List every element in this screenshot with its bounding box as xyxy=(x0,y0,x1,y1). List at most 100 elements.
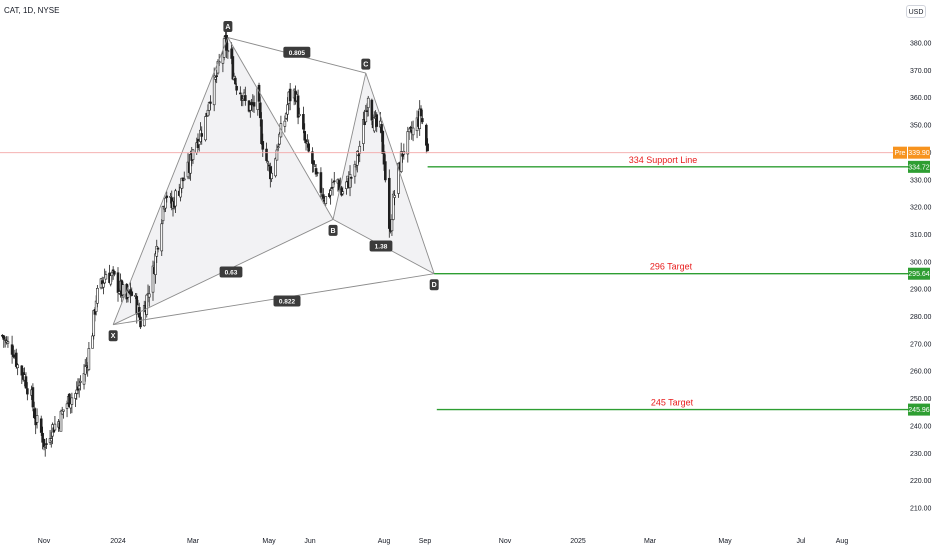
price-tag-box xyxy=(908,267,930,280)
candle-body xyxy=(206,109,210,117)
candle-body xyxy=(104,274,108,280)
candle-body xyxy=(267,164,271,167)
candle-body xyxy=(288,88,292,102)
candle-body xyxy=(83,365,87,375)
level-price-tag: 295.64 xyxy=(908,267,930,280)
current-price-tag-box xyxy=(908,146,930,159)
pattern-fill-xab xyxy=(113,37,334,325)
pattern-point-b: B xyxy=(328,224,338,236)
candle-body xyxy=(249,104,252,111)
x-tick-label: Sep xyxy=(419,538,432,545)
candle-body xyxy=(419,108,423,117)
x-tick-label: Jun xyxy=(304,538,315,545)
candle-body xyxy=(45,443,48,445)
y-tick-label: 330.00 xyxy=(910,177,932,184)
candle-body xyxy=(53,423,57,431)
level-price-tag: 334.72 xyxy=(908,160,930,173)
candle-body xyxy=(87,348,91,370)
x-tick-label: Nov xyxy=(499,538,512,545)
pattern-point-a: A xyxy=(223,21,233,33)
candle-body xyxy=(82,373,86,385)
candle-body xyxy=(322,194,325,199)
candle-body xyxy=(70,397,74,405)
candle-body xyxy=(244,95,247,101)
ratio-box xyxy=(283,46,311,58)
candle-body xyxy=(366,97,370,108)
ratio-box xyxy=(369,240,393,252)
candle-body xyxy=(275,149,279,161)
candle-body xyxy=(307,143,310,152)
candle-body xyxy=(393,195,396,198)
price-tag-box xyxy=(908,403,930,416)
candle-body xyxy=(349,176,353,179)
y-tick-label: 320.00 xyxy=(910,205,932,212)
level-label: 245 Target xyxy=(651,398,694,408)
ratio-box xyxy=(219,266,243,278)
candle-body xyxy=(258,102,262,119)
candle-body xyxy=(234,77,237,85)
pattern-fill-bcd xyxy=(333,73,435,274)
candle-body xyxy=(314,168,318,175)
candle-body xyxy=(231,56,235,80)
pattern-leg-cd xyxy=(365,72,435,274)
x-tick-label: Nov xyxy=(38,538,51,545)
candle-body xyxy=(425,124,428,146)
level-label: 296 Target xyxy=(650,262,693,272)
y-tick-label: 290.00 xyxy=(910,287,932,294)
candle-body xyxy=(375,114,379,127)
candle-body xyxy=(126,290,130,298)
candle-body xyxy=(235,85,238,91)
pattern-ratio: 0.805 xyxy=(283,46,311,58)
candle-body xyxy=(209,101,212,104)
candle-body xyxy=(43,445,47,448)
pattern-ratio: 1.38 xyxy=(369,240,393,252)
candle-body xyxy=(77,385,81,390)
candle-body xyxy=(302,114,305,130)
ratio-label: 1.38 xyxy=(375,244,388,251)
candle-body xyxy=(298,114,301,117)
candle-body xyxy=(204,116,207,141)
candle-body xyxy=(41,432,44,443)
candle-body xyxy=(145,294,149,315)
candle-body xyxy=(345,181,348,189)
candle-body xyxy=(411,127,415,136)
candle-body xyxy=(79,380,82,383)
price-tag-label: 245.96 xyxy=(908,407,930,414)
candle-body xyxy=(65,403,69,409)
pattern-point-c: C xyxy=(361,58,371,70)
pattern-point-label: D xyxy=(432,282,437,289)
candle-body xyxy=(14,352,18,367)
candle-body xyxy=(372,117,376,132)
candle-body xyxy=(354,165,358,168)
candle-body xyxy=(370,99,374,121)
candle-body xyxy=(283,120,287,127)
candle-body xyxy=(357,154,360,157)
pattern-point-x: X xyxy=(108,330,118,342)
candle-body xyxy=(303,131,307,141)
candle-body xyxy=(116,272,120,293)
candle-body xyxy=(261,141,265,150)
current-price-badge: Pre 339.90 xyxy=(893,146,930,159)
candle-body xyxy=(315,172,319,174)
y-tick-label: 230.00 xyxy=(910,451,932,458)
y-tick-label: 240.00 xyxy=(910,423,932,430)
candle-body xyxy=(364,110,368,123)
current-price-tag-label: 339.90 xyxy=(908,150,930,157)
candle-body xyxy=(239,92,242,95)
candle-body xyxy=(365,110,369,113)
candle-body xyxy=(121,284,125,296)
candle-body xyxy=(421,118,424,123)
pattern-point-d: D xyxy=(429,279,439,291)
currency-button[interactable]: USD xyxy=(906,5,926,18)
candle-body xyxy=(384,161,387,181)
candle-body xyxy=(274,158,277,177)
pattern-leg-xa xyxy=(112,37,229,325)
candle-body xyxy=(10,344,14,355)
symbol-title: CAT, 1D, NYSE xyxy=(4,6,60,15)
pattern-point-box xyxy=(223,21,233,33)
y-tick-label: 380.00 xyxy=(910,41,932,48)
pattern-point-label: B xyxy=(331,228,336,235)
candle-body xyxy=(265,148,268,161)
candle-body xyxy=(111,269,115,272)
